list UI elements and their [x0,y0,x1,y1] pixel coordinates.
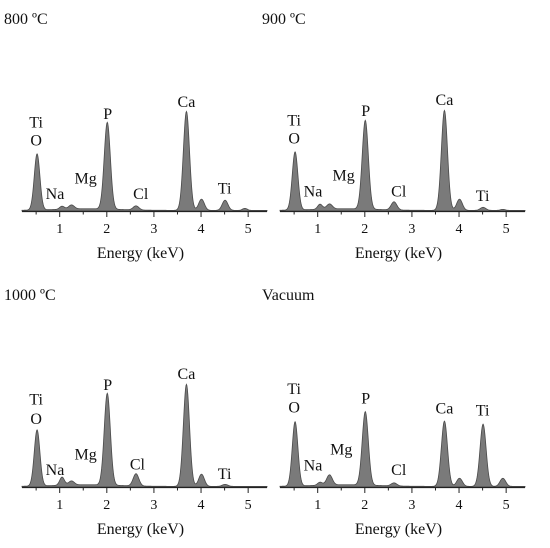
peak-label: Ti [29,114,43,131]
peak-label: Mg [74,446,96,463]
x-axis-label: Energy (keV) [97,521,184,538]
panel-1000c: 1000 ºC 1 2 3 4 5 Energy (keV) Ti O Na Mg P Cl Ca Ti [4,287,268,538]
peak-label: Ti [29,391,43,408]
peak-label: O [30,411,42,428]
x-tick-label: 1 [314,222,321,237]
x-tick-label: 3 [150,498,157,513]
peak-label: Ca [436,401,454,418]
panel-title: 800 ºC [4,11,48,28]
x-tick-label: 2 [361,498,368,513]
peak-label: O [288,400,300,417]
x-tick-label: 1 [56,222,63,237]
peak-label: Cl [130,457,146,474]
peak-label: Mg [74,170,96,187]
peak-label: P [103,377,112,394]
peak-label: Cl [391,462,407,479]
panel-900c: 900 ºC 1 2 3 4 5 Energy (keV) Ti O Na Mg P Cl Ca Ti [262,11,526,262]
peak-label: Na [46,186,65,203]
peak-label: Na [46,462,65,479]
x-axis-label: Energy (keV) [97,245,184,262]
peak-label: P [103,106,112,123]
spectrum-area [21,110,268,212]
peak-label: Ca [178,366,196,383]
panel-title: Vacuum [262,287,315,304]
x-tick-label: 1 [314,498,321,513]
x-tick-label: 4 [456,222,463,237]
x-tick-label: 4 [456,498,463,513]
x-tick-label: 1 [56,498,63,513]
peak-label: Na [304,458,323,475]
peak-label: Ti [476,188,490,205]
x-axis-label: Energy (keV) [355,521,442,538]
panel-vacuum: Vacuum 1 2 3 4 5 Energy (keV) Ti O Na Mg P Cl Ca Ti [262,287,526,538]
x-tick-label: 4 [198,222,205,237]
peak-label: O [288,131,300,148]
x-tick-label: 2 [103,222,110,237]
spectrum-area [279,410,526,488]
peak-label: Ti [476,403,490,420]
x-tick-label: 2 [103,498,110,513]
peak-label: Ti [287,381,301,398]
x-tick-label: 3 [408,222,415,237]
spectrum-area [21,383,268,488]
peak-label: Mg [332,167,354,184]
x-tick-label: 5 [245,222,252,237]
panel-title: 1000 ºC [4,287,56,304]
peak-label: Ca [436,92,454,109]
peak-label: Ti [218,181,232,198]
peak-label: Ti [218,466,232,483]
spectrum-area [279,109,526,212]
peak-label: Ti [287,112,301,129]
x-tick-label: 5 [503,498,510,513]
peak-label: P [361,103,370,120]
x-axis-label: Energy (keV) [355,245,442,262]
x-tick-label: 5 [245,498,252,513]
x-tick-label: 5 [503,222,510,237]
peak-label: Cl [391,184,407,201]
peak-label: Mg [330,441,352,458]
peak-label: Ca [178,94,196,111]
x-tick-label: 3 [150,222,157,237]
x-tick-label: 4 [198,498,205,513]
peak-label: O [30,133,42,150]
panel-title: 900 ºC [262,11,306,28]
peak-label: Cl [133,186,149,203]
panel-800c: 800 ºC 1 2 3 4 5 Energy (keV) Ti O Na Mg P Cl Ca Ti [4,11,268,262]
peak-label: P [361,390,370,407]
x-tick-label: 3 [408,498,415,513]
x-tick-label: 2 [361,222,368,237]
peak-label: Na [304,184,323,201]
